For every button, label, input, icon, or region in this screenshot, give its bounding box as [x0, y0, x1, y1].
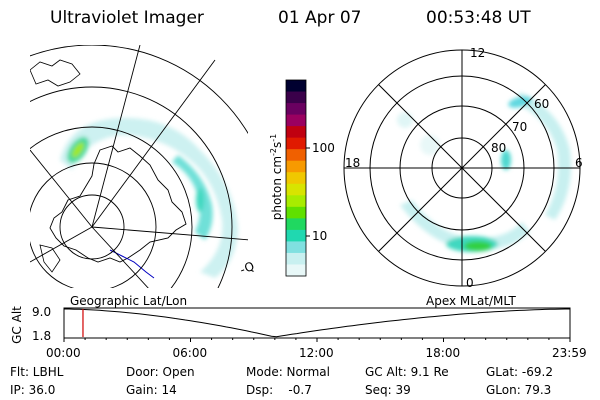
- colorbar-swatch: [286, 206, 306, 219]
- mlt-label-12: 12: [470, 46, 486, 60]
- mlat-label-70: 70: [512, 120, 528, 134]
- time-label: 00:53:48 UT: [426, 8, 531, 28]
- geographic-label: Geographic Lat/Lon: [70, 294, 188, 308]
- instrument-title: Ultraviolet Imager: [50, 8, 204, 28]
- colorbar-swatch: [286, 114, 306, 127]
- colorbar-swatch: [286, 160, 306, 173]
- x-tick-label: 23:59: [552, 346, 587, 360]
- geographic-map: [30, 45, 248, 288]
- colorbar-swatch: [286, 218, 306, 231]
- colorbar-swatch: [286, 183, 306, 196]
- flt-field: Flt: LBHL: [10, 365, 64, 379]
- x-tick-label: 18:00: [425, 346, 461, 360]
- mode-field: Mode: Normal: [246, 365, 330, 379]
- mlat-label-60: 60: [534, 97, 550, 111]
- colorbar-swatch: [286, 80, 306, 93]
- aurora-emission-left: [60, 117, 238, 278]
- colorbar-swatch: [286, 126, 306, 139]
- colorbar-swatch: [286, 264, 306, 277]
- colorbar-swatch: [286, 172, 306, 185]
- door-field: Door: Open: [126, 365, 195, 379]
- colorbar-swatch: [286, 229, 306, 243]
- colorbar-swatch: [286, 241, 306, 254]
- apex-label: Apex MLat/MLT: [426, 294, 516, 308]
- blue-coast-segment: [109, 249, 155, 279]
- seq-field: Seq: 39: [365, 383, 411, 397]
- magnetic-map: [343, 49, 581, 287]
- colorbar-swatch: [286, 252, 306, 266]
- glat-field: GLat: -69.2: [486, 365, 553, 379]
- colorbar-unit-label: photon cm-2s-1: [269, 133, 284, 221]
- colorbar-tick-10: 10: [312, 229, 328, 243]
- mlt-label-0: 0: [466, 276, 474, 290]
- date-label: 01 Apr 07: [278, 8, 362, 28]
- alt-min-label: 1.8: [32, 329, 52, 343]
- mlat-label-80: 80: [491, 141, 507, 155]
- x-tick-label: 06:00: [172, 346, 208, 360]
- colorbar: [286, 80, 306, 277]
- alt-max-label: 9.0: [32, 305, 52, 319]
- colorbar-swatch: [286, 137, 306, 150]
- colorbar-tick-100: 100: [312, 141, 335, 155]
- mlt-label-18: 18: [345, 156, 361, 170]
- aurora-emission-right: [397, 92, 571, 252]
- colorbar-swatch: [286, 103, 306, 116]
- x-tick-label: 00:00: [46, 346, 81, 360]
- colorbar-swatch: [286, 91, 306, 104]
- antarctica-coastline: [49, 145, 187, 263]
- colorbar-swatch: [286, 195, 306, 208]
- ip-field: IP: 36.0: [10, 383, 56, 397]
- x-axis-ticks: [63, 338, 571, 342]
- gain-field: Gain: 14: [126, 383, 177, 397]
- altitude-curve: [64, 308, 570, 338]
- mlt-label-6: 6: [575, 156, 583, 170]
- colorbar-swatch: [286, 149, 306, 162]
- x-tick-label: 12:00: [299, 346, 334, 360]
- dsp-field: Dsp: -0.7: [246, 383, 312, 397]
- gcalt-field: GC Alt: 9.1 Re: [365, 365, 449, 379]
- glon-field: GLon: 79.3: [486, 383, 552, 397]
- altitude-plot: [63, 307, 571, 342]
- gc-alt-axis-label: GC Alt: [10, 306, 24, 344]
